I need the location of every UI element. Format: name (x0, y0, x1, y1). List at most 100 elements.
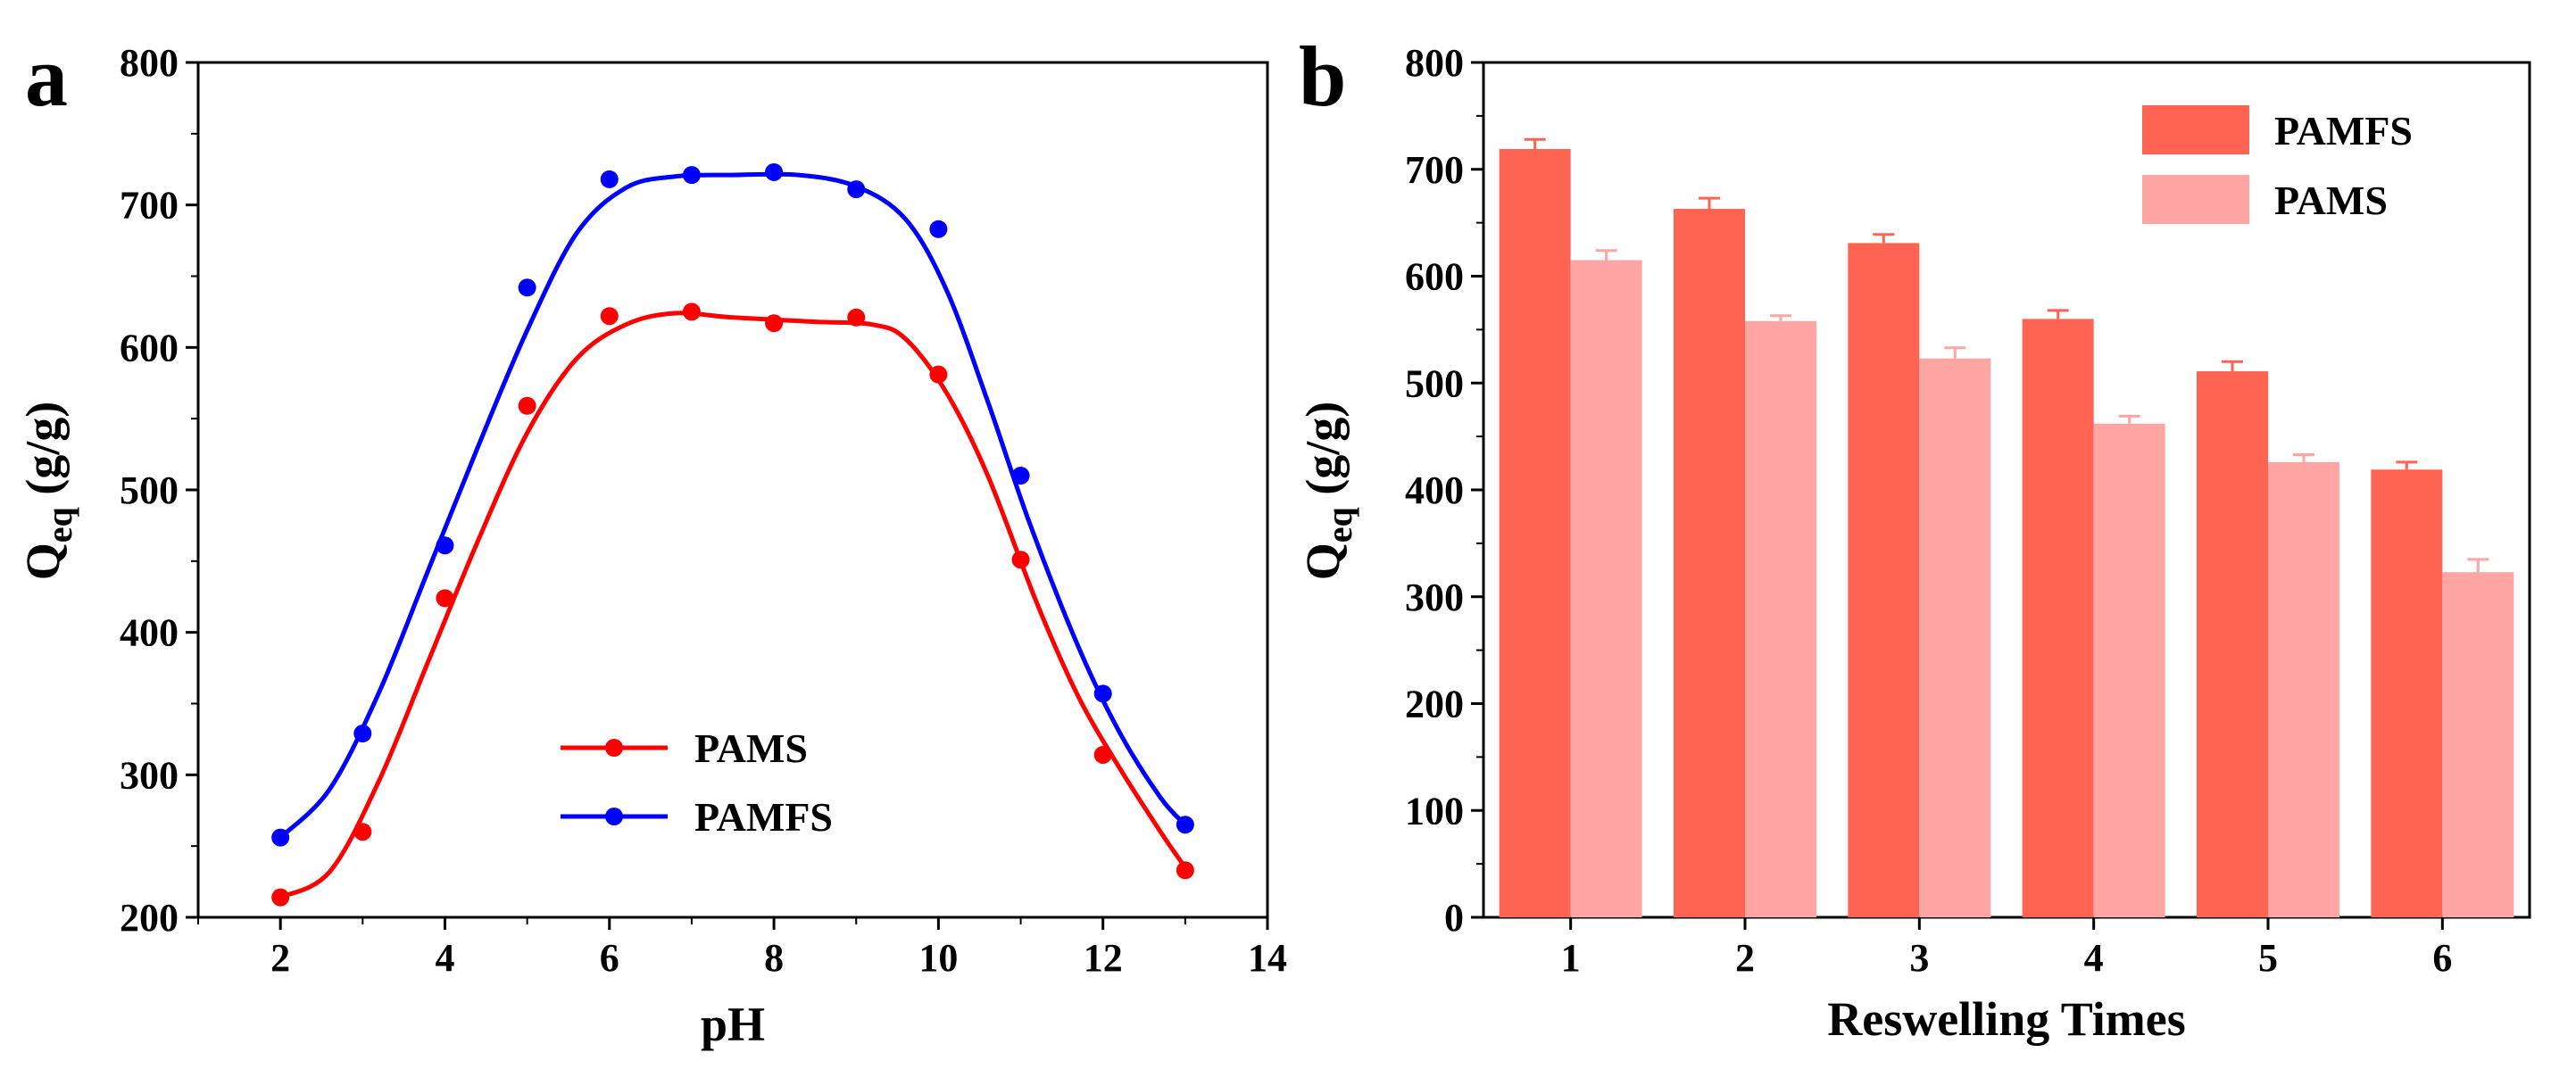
point-pamfs (1011, 467, 1030, 485)
b-y-tick-label: 800 (1405, 41, 1464, 85)
point-pamfs (1093, 684, 1112, 703)
bar-pamfs (1848, 243, 1920, 917)
point-pams (1176, 861, 1194, 880)
legend-label-pamfs: PAMFS (694, 794, 833, 840)
a-y-tick-label: 400 (120, 611, 179, 655)
bar-pamfs (1674, 209, 1745, 917)
y-label-b-unit: (g/g) (1296, 402, 1350, 507)
a-x-tick-label: 10 (918, 936, 958, 980)
panel-b-legend: PAMFS PAMS (2142, 105, 2413, 224)
point-pams (1011, 551, 1030, 569)
y-label-b-main: Q (1296, 543, 1350, 580)
a-y-tick-label: 300 (120, 753, 179, 797)
line-pams (279, 311, 1187, 899)
a-y-tick-label: 500 (120, 468, 179, 512)
point-pams (518, 396, 536, 415)
y-label-b-sub: eq (1319, 507, 1359, 543)
y-axis-label-a: Qeq (g/g) (16, 402, 79, 580)
legend-swatch-pams (2142, 175, 2249, 224)
y-label-a-main: Q (16, 543, 70, 580)
point-pamfs (682, 166, 701, 185)
a-x-tick-label: 2 (270, 936, 290, 980)
bar-pams (1745, 320, 1816, 917)
legend-label-pamfs-b: PAMFS (2274, 108, 2413, 153)
bar-pamfs (2371, 469, 2443, 917)
panel-a-y-ticks: 200 300 400 500 600 700 800 (120, 41, 198, 940)
point-pamfs (518, 278, 536, 297)
legend-label-pams: PAMS (694, 725, 808, 771)
point-pams (929, 365, 948, 384)
b-y-tick-label: 600 (1405, 255, 1464, 299)
panel-b-x-ticks: 1 2 3 4 5 6 (1561, 917, 2452, 980)
bar-pamfs (2197, 371, 2268, 917)
a-x-tick-label: 4 (435, 936, 454, 980)
b-y-tick-label: 100 (1405, 789, 1464, 833)
a-x-tick-label: 8 (764, 936, 784, 980)
a-y-tick-label: 600 (120, 326, 179, 369)
point-pamfs (1176, 816, 1194, 834)
b-x-tick-label: 3 (1909, 936, 1929, 980)
point-pams (682, 302, 701, 321)
bar-pams (2268, 461, 2339, 917)
legend-marker-pams (605, 739, 623, 757)
point-pamfs (765, 162, 784, 181)
bar-pams (2093, 423, 2165, 917)
point-pamfs (847, 180, 866, 199)
a-x-tick-label: 14 (1248, 936, 1287, 980)
panel-b-y-ticks: 0 100 200 300 400 500 600 700 800 (1405, 41, 1483, 940)
panel-a-lines (278, 171, 1187, 899)
a-y-tick-label: 700 (120, 184, 179, 228)
line-pamfs (278, 171, 1187, 840)
panel-a-chart: 200 300 400 500 600 700 800 2 4 6 8 10 12 14 PAMS PA… (16, 41, 1287, 1051)
point-pams (600, 307, 619, 326)
a-x-tick-label: 12 (1084, 936, 1123, 980)
point-pams (353, 823, 372, 841)
b-y-tick-label: 700 (1405, 148, 1464, 192)
panel-a-x-ticks: 2 4 6 8 10 12 14 (197, 917, 1287, 980)
y-axis-label-b: Qeq (g/g) (1296, 402, 1359, 580)
panel-letter-a: a (25, 29, 68, 124)
bar-pams (2442, 572, 2514, 917)
b-y-tick-label: 300 (1405, 576, 1464, 619)
b-y-tick-label: 500 (1405, 361, 1464, 405)
b-x-tick-label: 6 (2432, 936, 2452, 980)
b-x-tick-label: 5 (2258, 936, 2278, 980)
a-y-tick-label: 800 (120, 41, 179, 85)
point-pams (847, 308, 866, 327)
b-y-tick-label: 200 (1405, 683, 1464, 726)
b-x-tick-label: 1 (1561, 936, 1581, 980)
point-pams (436, 589, 454, 608)
x-axis-label-reswelling: Reswelling Times (1827, 992, 2186, 1046)
panel-a-frame (196, 61, 1269, 919)
legend-swatch-pamfs (2142, 105, 2249, 154)
bar-pams (1570, 260, 1642, 918)
bar-pams (1919, 358, 1991, 917)
point-pamfs (353, 725, 372, 743)
legend-label-pams-b: PAMS (2274, 178, 2388, 223)
x-axis-label-ph: pH (701, 998, 765, 1051)
bar-pamfs (2022, 319, 2094, 917)
bar-pamfs (1499, 148, 1571, 917)
a-x-tick-label: 6 (600, 936, 619, 980)
point-pamfs (436, 536, 454, 555)
point-pams (765, 314, 784, 333)
a-y-tick-label: 200 (120, 896, 179, 940)
panel-a-points (271, 162, 1194, 907)
b-x-tick-label: 2 (1735, 936, 1755, 980)
point-pamfs (600, 170, 619, 188)
b-y-tick-label: 400 (1405, 468, 1464, 512)
point-pamfs (929, 220, 948, 238)
panel-letter-b: b (1299, 29, 1346, 124)
panel-a-legend: PAMS PAMFS (561, 725, 833, 840)
point-pams (1093, 745, 1112, 764)
b-x-tick-label: 4 (2084, 936, 2104, 980)
point-pams (271, 888, 290, 907)
y-label-a-unit: (g/g) (16, 402, 70, 507)
panel-b-chart: 0 100 200 300 400 500 600 700 800 1 2 3 4 5 6 PAMFS P… (1296, 41, 2531, 1046)
panel-b-bars (1499, 137, 2514, 918)
legend-marker-pamfs (605, 808, 623, 825)
y-label-a-sub: eq (39, 507, 79, 543)
point-pamfs (271, 828, 290, 847)
b-y-tick-label: 0 (1444, 896, 1464, 940)
